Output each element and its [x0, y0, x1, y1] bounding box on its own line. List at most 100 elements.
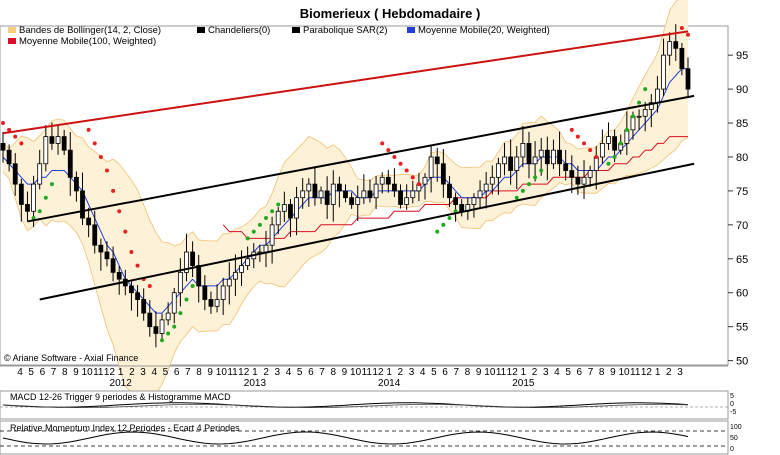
x-month-label: 8 — [330, 367, 336, 378]
candle-body — [673, 41, 679, 49]
x-month-label: 12 — [641, 367, 653, 378]
candle-body — [679, 47, 685, 70]
x-month-label: 8 — [62, 367, 68, 378]
legend-label: Moyenne Mobile(20, Weighted) — [418, 25, 550, 36]
x-month-label: 1 — [252, 367, 258, 378]
x-month-label: 12 — [507, 367, 519, 378]
y-tick-label: 80 — [736, 152, 748, 164]
candle-body — [12, 163, 18, 185]
x-month-label: 2 — [129, 367, 135, 378]
trendlines — [2, 30, 695, 301]
sar-dot-red — [147, 283, 152, 288]
x-month-label: 2 — [666, 367, 672, 378]
candle-body — [440, 163, 446, 185]
candle-body — [226, 278, 232, 287]
sar-dot-red — [117, 209, 122, 214]
x-month-label: 1 — [655, 367, 661, 378]
candle-body — [202, 285, 208, 300]
sar-dot-red — [92, 141, 97, 146]
macd-line — [2, 402, 689, 408]
sar-dot-red — [7, 127, 12, 132]
candle-body — [428, 156, 434, 178]
x-month-label: 2 — [532, 367, 538, 378]
x-month-label: 6 — [40, 367, 46, 378]
x-month-label: 7 — [51, 367, 57, 378]
sar-dot-red — [123, 229, 128, 234]
candle-body — [43, 136, 49, 165]
sar-dot-green — [606, 161, 611, 166]
x-month-label: 3 — [275, 367, 281, 378]
sar-dot-red — [129, 250, 134, 254]
x-month-label: 10 — [619, 367, 631, 378]
candle-body — [171, 292, 177, 314]
candle-body — [453, 197, 458, 205]
candle-body — [294, 197, 299, 219]
x-month-label: 4 — [286, 367, 292, 378]
x-month-label: 4 — [17, 367, 23, 378]
candle-body — [648, 102, 654, 110]
sar-dot-green — [520, 188, 525, 193]
candle-body — [434, 156, 440, 165]
sar-dot-green — [435, 229, 440, 234]
sar-dot-red — [404, 168, 409, 173]
rmi-tick: 50 — [730, 435, 738, 442]
sar-dot-green — [172, 324, 177, 329]
candle-body — [496, 163, 501, 178]
candle-body — [300, 190, 306, 199]
sar-dot-red — [19, 141, 24, 146]
candle-body — [599, 142, 605, 158]
candle-body — [25, 204, 30, 212]
x-month-label: 10 — [350, 367, 362, 378]
x-month-label: 9 — [342, 367, 348, 378]
sar-dot-green — [612, 154, 617, 159]
macd-tick: 5 — [730, 393, 734, 400]
legend-label: Parabolique SAR(2) — [303, 25, 388, 36]
sar-dot-red — [135, 263, 140, 268]
candle-body — [159, 319, 165, 334]
sar-dot-green — [184, 297, 189, 302]
candle-body — [379, 176, 385, 185]
sar-dot-green — [257, 222, 262, 227]
candle-body — [398, 190, 403, 205]
rmi-label: Relative Momentum Index 12 Periodes - Ec… — [10, 423, 240, 433]
y-axis: 50 55 60 65 70 75 80 85 90 95 — [728, 50, 748, 368]
candle-body — [581, 176, 587, 185]
candle-body — [269, 224, 275, 246]
candle-body — [685, 68, 691, 90]
candle-body — [116, 271, 122, 280]
candle-body — [312, 183, 318, 199]
sar-dot-red — [111, 188, 116, 193]
candle-body — [318, 190, 324, 199]
candle-body — [31, 183, 36, 212]
x-month-label: 2 — [398, 367, 404, 378]
candle-body — [502, 156, 507, 165]
y-tick-label: 60 — [736, 288, 748, 300]
sar-dot-red — [104, 168, 109, 173]
x-month-label: 7 — [588, 367, 594, 378]
candle-body — [661, 54, 666, 90]
candle-body — [177, 271, 183, 294]
candle-body — [489, 176, 495, 185]
candle-body — [606, 136, 611, 144]
candle-body — [367, 190, 373, 199]
sar-dot-red — [392, 154, 397, 159]
candle-body — [477, 190, 483, 199]
x-month-label: 5 — [28, 367, 34, 378]
candle-body — [263, 244, 269, 253]
sar-dot-red — [13, 134, 18, 139]
sar-dot-red — [686, 32, 690, 37]
sar-dot-red — [594, 154, 599, 159]
x-year-label: 2013 — [244, 378, 267, 389]
candle-body — [336, 183, 342, 192]
legend-label: Chandeliers(0) — [208, 25, 270, 36]
x-month-label: 11 — [93, 367, 104, 378]
candle-body — [208, 299, 214, 307]
candle-body — [422, 176, 428, 185]
candle-body — [410, 190, 416, 199]
sar-dot-green — [49, 182, 54, 187]
sar-dot-green — [43, 195, 48, 200]
x-month-label: 10 — [82, 367, 94, 378]
sar-dot-green — [526, 182, 531, 187]
sar-dot-red — [575, 134, 580, 139]
